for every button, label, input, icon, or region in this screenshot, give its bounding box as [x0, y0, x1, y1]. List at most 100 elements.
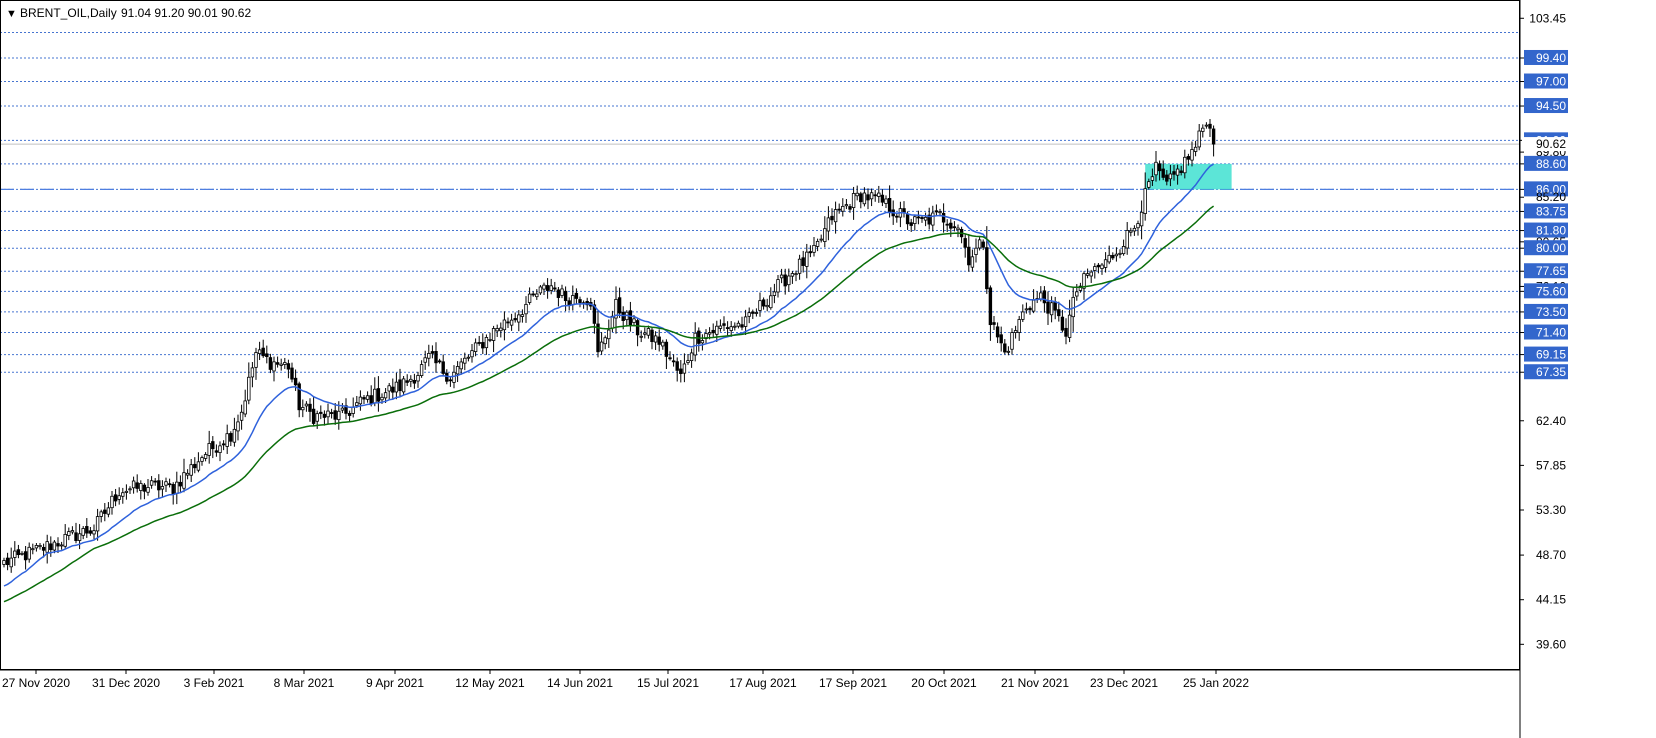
candle-body: [848, 206, 852, 210]
candle-body: [805, 251, 809, 267]
candle-body: [851, 193, 856, 208]
candle: [265, 345, 269, 364]
candle-body: [556, 289, 561, 298]
candle-body: [99, 511, 103, 517]
candle: [1186, 153, 1191, 166]
candle-body: [1172, 171, 1176, 175]
candle: [1118, 249, 1122, 259]
candle-body: [1078, 285, 1083, 291]
candle: [772, 283, 777, 304]
candle: [754, 308, 759, 317]
candle: [675, 357, 679, 382]
collapse-arrow-icon[interactable]: ▼: [6, 8, 17, 20]
candle: [823, 216, 827, 248]
plot-frame: [0, 0, 1520, 670]
candle: [275, 356, 280, 368]
candle-body: [31, 548, 35, 551]
price-label-badge: [1524, 324, 1568, 340]
candle-body: [1107, 254, 1111, 263]
candle: [463, 352, 467, 371]
candle: [895, 212, 899, 223]
x-tick-label: 27 Nov 2020: [2, 676, 70, 690]
candle: [794, 270, 798, 282]
candle-body: [977, 239, 982, 249]
x-tick-label: 25 Jan 2022: [1183, 676, 1249, 690]
candle-body: [970, 256, 975, 268]
candle: [153, 478, 157, 486]
candle-body: [772, 291, 777, 296]
candle-body: [754, 312, 759, 314]
candle-body: [103, 509, 107, 514]
candle: [880, 189, 885, 207]
candle: [466, 354, 471, 362]
candle: [358, 390, 363, 411]
candle-body: [27, 546, 31, 560]
candle-body: [617, 297, 622, 314]
chart-header: ▼ BRENT_OIL,Daily 91.04 91.20 90.01 90.6…: [6, 6, 251, 20]
candle: [956, 224, 960, 238]
candle: [1010, 328, 1014, 355]
candle-body: [887, 198, 892, 213]
x-tick-label: 17 Aug 2021: [729, 676, 797, 690]
candle-body: [967, 246, 971, 266]
candle: [70, 526, 75, 535]
candle: [578, 296, 582, 308]
candle-body: [268, 357, 273, 370]
candle-body: [481, 342, 485, 349]
candle-body: [909, 222, 913, 226]
y-tick-label: 57.85: [1536, 458, 1566, 472]
candle: [837, 203, 841, 214]
candle: [981, 239, 985, 251]
y-tick-label: 53.30: [1536, 503, 1566, 517]
candle: [650, 326, 654, 350]
candle-body: [603, 337, 607, 345]
candle-body: [682, 363, 687, 374]
x-tick-label: 20 Oct 2021: [911, 676, 977, 690]
candle-body: [675, 361, 679, 371]
candle-body: [225, 433, 229, 447]
candle-body: [380, 396, 384, 401]
candle-body: [455, 366, 460, 375]
candle-body: [938, 211, 942, 214]
candle-body: [1017, 319, 1021, 333]
candle-body: [1031, 299, 1036, 312]
candle-body: [563, 290, 568, 302]
candle: [459, 358, 463, 375]
candle: [495, 324, 499, 337]
candle: [401, 376, 406, 395]
candle: [448, 376, 453, 387]
candle-body: [668, 357, 672, 360]
candle-body: [729, 326, 733, 331]
candle-body: [1042, 290, 1047, 304]
candle: [1179, 165, 1183, 176]
candle: [1114, 247, 1119, 262]
candle: [221, 440, 226, 451]
candle-body: [308, 403, 312, 412]
y-tick-label: 94.50: [1536, 99, 1566, 113]
candle: [1208, 118, 1212, 138]
candle-body: [923, 216, 928, 221]
candle-body: [538, 286, 543, 294]
candle-body: [167, 483, 172, 486]
price-label-badge: [1524, 263, 1568, 279]
y-tick-label: 69.15: [1536, 348, 1566, 362]
candle-body: [106, 507, 111, 515]
candle: [967, 233, 971, 272]
candle-body: [1006, 350, 1011, 353]
candle-body: [794, 273, 798, 276]
candle: [815, 238, 820, 252]
candle: [1107, 245, 1111, 265]
x-tick-label: 15 Jul 2021: [637, 676, 699, 690]
candle-body: [293, 377, 298, 386]
ohlc-readout: 91.04 91.20 90.01 90.62: [121, 6, 251, 20]
candle-body: [517, 314, 521, 323]
candle-body: [545, 285, 550, 291]
candle: [200, 455, 204, 466]
candle-body: [509, 319, 514, 326]
candle: [243, 389, 247, 418]
x-tick-label: 14 Jun 2021: [547, 676, 613, 690]
x-tick-label: 21 Nov 2021: [1001, 676, 1069, 690]
candle-body: [689, 352, 694, 361]
